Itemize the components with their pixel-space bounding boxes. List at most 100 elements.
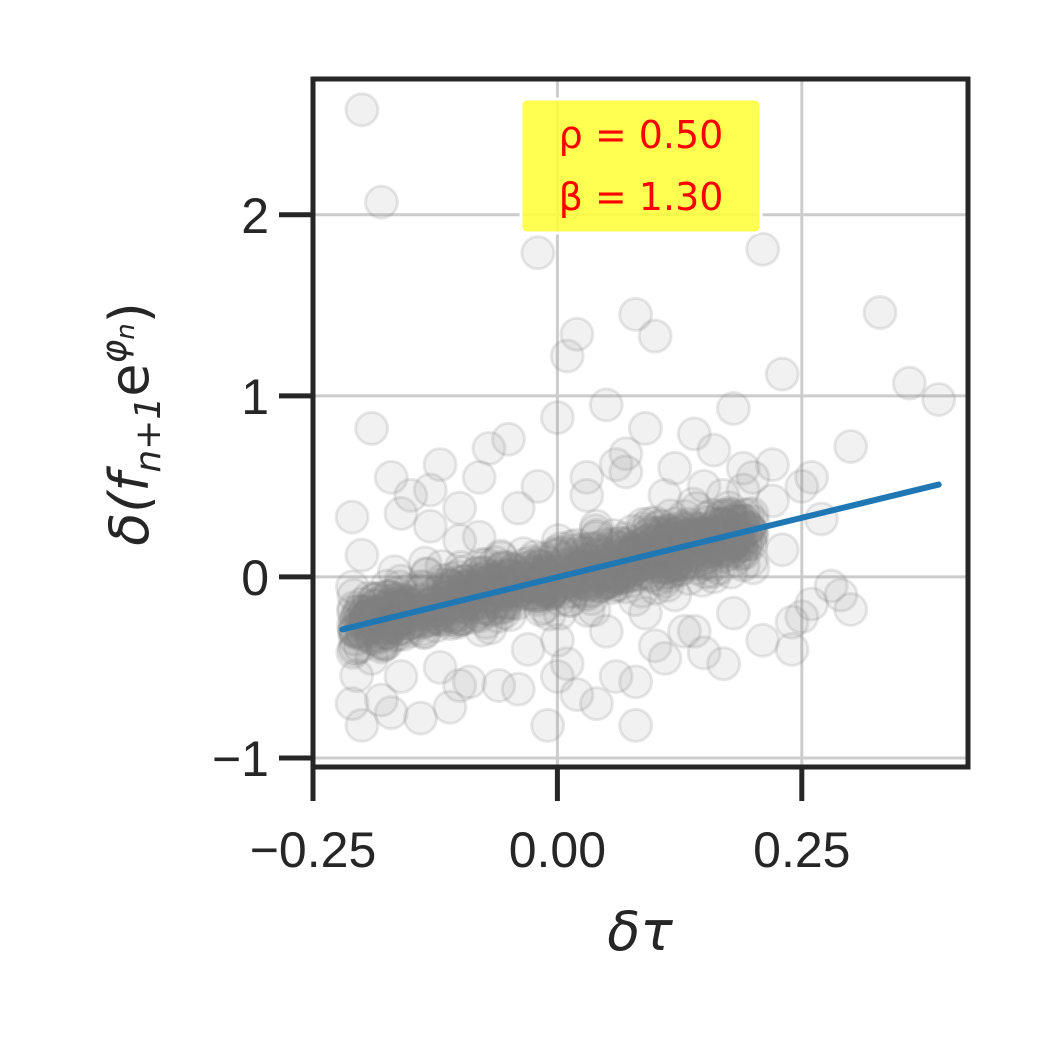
y-label-e: e <box>98 364 161 397</box>
scatter-point <box>432 606 468 642</box>
scatter-point <box>627 595 663 631</box>
scatter-point <box>569 577 605 613</box>
scatter-point <box>774 631 810 667</box>
scatter-point <box>383 496 419 532</box>
scatter-point <box>617 582 653 618</box>
scatter-point <box>578 513 614 549</box>
scatter-point <box>359 580 395 616</box>
scatter-point <box>371 578 407 614</box>
scatter-point <box>424 548 460 584</box>
y-label-phi: φ <box>94 340 135 364</box>
scatter-point <box>376 554 412 590</box>
scatter-point <box>549 646 585 682</box>
scatter-point <box>637 505 673 541</box>
scatter-point <box>542 581 578 617</box>
scatter-point <box>513 544 549 580</box>
scatter-point <box>409 556 445 592</box>
scatter-point <box>689 500 725 536</box>
scatter-point <box>794 459 830 495</box>
scatter-point <box>418 608 454 644</box>
scatter-point <box>382 569 418 605</box>
scatter-point <box>784 468 820 504</box>
scatter-point <box>373 695 409 731</box>
scatter-point <box>461 459 497 495</box>
scatter-point <box>345 586 381 622</box>
scatter-point <box>537 537 573 573</box>
scatter-point <box>354 640 390 676</box>
scatter-point <box>579 517 615 553</box>
scatter-point <box>735 550 771 586</box>
y-tick-label: 0 <box>241 550 269 606</box>
scatter-point <box>578 520 614 556</box>
scatter-point <box>500 490 536 526</box>
rho-label: ρ = 0.50 <box>559 113 724 157</box>
scatter-point <box>442 668 478 704</box>
scatter-point <box>695 547 731 583</box>
scatter-point <box>714 496 750 532</box>
scatter-point <box>442 523 478 559</box>
stats-annotation: ρ = 0.50 β = 1.30 <box>519 97 763 235</box>
scatter-point <box>338 630 374 666</box>
scatter-point <box>451 664 487 700</box>
scatter-point <box>666 613 702 649</box>
scatter-point <box>480 598 516 634</box>
scatter-point <box>652 498 688 534</box>
scatter-point <box>725 472 761 508</box>
scatter-point <box>715 595 751 631</box>
annotation-background <box>519 97 763 235</box>
scatter-point <box>607 521 643 557</box>
scatter-point <box>440 604 476 640</box>
scatter-point <box>618 707 654 743</box>
scatter-point <box>725 450 761 486</box>
scatter-point <box>639 515 675 551</box>
scatter-point <box>676 613 712 649</box>
scatter-point <box>439 564 475 600</box>
scatter-point <box>921 381 957 417</box>
scatter-point <box>658 506 694 542</box>
scatter-point <box>647 640 683 676</box>
scatter-point <box>628 513 664 549</box>
y-tick-label: −1 <box>212 731 269 787</box>
scatter-point <box>862 295 898 331</box>
scatter-point <box>596 517 632 553</box>
scatter-point <box>344 707 380 743</box>
scatter-point <box>491 421 527 457</box>
scatter-point <box>402 569 438 605</box>
scatter-point <box>684 546 720 582</box>
scatter-point <box>569 459 605 495</box>
scatter-point <box>764 532 800 568</box>
scatter-point <box>823 577 859 613</box>
scatter-point <box>552 583 588 619</box>
x-tick-label: 0.25 <box>753 822 850 878</box>
scatter-point <box>552 537 588 573</box>
scatter-point <box>334 686 370 722</box>
scatter-point <box>559 677 595 713</box>
scatter-point <box>580 530 616 566</box>
scatter-point <box>455 599 491 635</box>
scatter-point <box>432 689 468 725</box>
scatter-point <box>465 555 501 591</box>
scatter-point <box>833 429 869 465</box>
scatter-point <box>694 497 730 533</box>
scatter-point <box>633 558 669 594</box>
scatter-point <box>339 658 375 694</box>
scatter-point <box>468 604 504 640</box>
scatter-point <box>342 629 378 665</box>
scatter-point <box>443 549 479 585</box>
scatter-point <box>371 579 407 615</box>
scatter-point <box>634 556 670 592</box>
scatter-point <box>568 575 604 611</box>
scatter-point <box>383 563 419 599</box>
scatter-point <box>574 573 610 609</box>
scatter-point <box>369 568 405 604</box>
scatter-point <box>440 602 476 638</box>
scatter-point <box>363 682 399 718</box>
y-label-phi-subscript: n <box>111 323 141 339</box>
scatter-point <box>667 498 703 534</box>
scatter-point <box>637 318 673 354</box>
scatter-point <box>366 627 402 663</box>
scatter-point <box>726 535 762 571</box>
scatter-point <box>647 555 683 591</box>
x-tick-label: 0.00 <box>509 822 606 878</box>
scatter-point <box>468 557 504 593</box>
